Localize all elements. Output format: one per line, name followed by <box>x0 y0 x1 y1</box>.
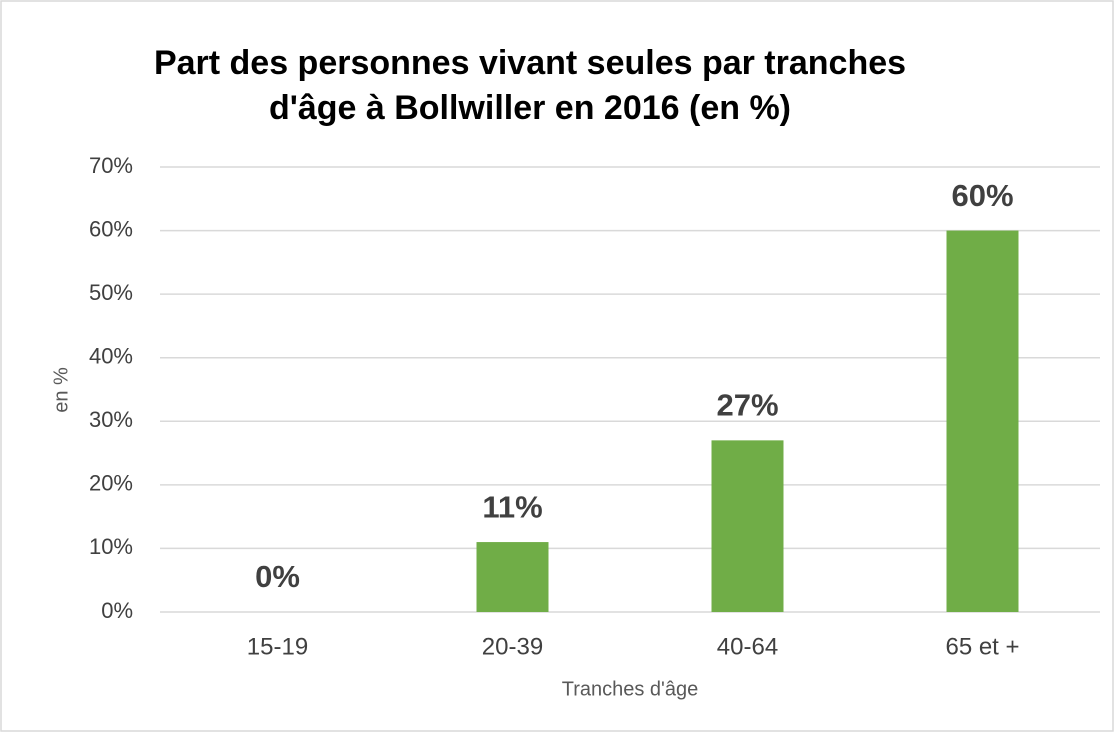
y-tick-label: 50% <box>89 280 133 305</box>
x-tick-label: 40-64 <box>717 633 778 660</box>
data-label: 60% <box>951 178 1013 213</box>
bar <box>946 230 1019 613</box>
y-tick-label: 30% <box>89 407 133 432</box>
bar <box>476 542 549 612</box>
chart-title: d'âge à Bollwiller en 2016 (en %) <box>269 89 791 127</box>
y-tick-label: 0% <box>101 598 133 623</box>
y-axis-label: en % <box>50 367 72 413</box>
data-label: 27% <box>716 388 778 423</box>
x-tick-label: 65 et + <box>945 633 1019 660</box>
y-tick-label: 40% <box>89 344 133 369</box>
y-tick-label: 10% <box>89 534 133 559</box>
data-label: 0% <box>255 559 300 594</box>
x-tick-label: 15-19 <box>247 633 308 660</box>
chart-title: Part des personnes vivant seules par tra… <box>154 44 906 82</box>
y-tick-label: 60% <box>89 216 133 241</box>
bar <box>711 440 784 612</box>
data-label: 11% <box>482 489 542 524</box>
x-tick-label: 20-39 <box>482 633 543 660</box>
y-tick-label: 20% <box>89 471 133 496</box>
y-tick-label: 70% <box>89 153 133 178</box>
x-axis-label: Tranches d'âge <box>562 678 699 700</box>
